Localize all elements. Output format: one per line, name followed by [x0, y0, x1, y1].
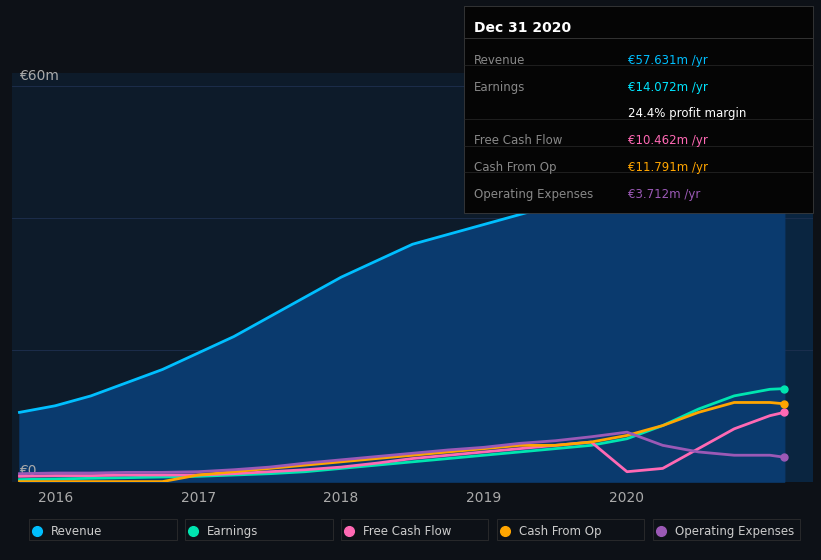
Bar	[591, 73, 813, 482]
Text: Operating Expenses: Operating Expenses	[675, 525, 794, 538]
Text: Dec 31 2020: Dec 31 2020	[474, 21, 571, 35]
Text: Operating Expenses: Operating Expenses	[474, 188, 593, 201]
Text: Cash From Op: Cash From Op	[519, 525, 601, 538]
Text: €57.631m /yr: €57.631m /yr	[628, 54, 708, 67]
Text: Earnings: Earnings	[207, 525, 259, 538]
Text: 24.4% profit margin: 24.4% profit margin	[628, 108, 746, 120]
Text: Earnings: Earnings	[474, 81, 525, 94]
Text: Free Cash Flow: Free Cash Flow	[474, 134, 562, 147]
Text: €14.072m /yr: €14.072m /yr	[628, 81, 708, 94]
Text: Cash From Op: Cash From Op	[474, 161, 556, 174]
Text: Free Cash Flow: Free Cash Flow	[363, 525, 452, 538]
Text: €10.462m /yr: €10.462m /yr	[628, 134, 708, 147]
Text: €0: €0	[20, 464, 37, 478]
Text: Revenue: Revenue	[51, 525, 103, 538]
Text: Revenue: Revenue	[474, 54, 525, 67]
Text: €60m: €60m	[20, 69, 59, 83]
Text: €3.712m /yr: €3.712m /yr	[628, 188, 700, 201]
Text: €11.791m /yr: €11.791m /yr	[628, 161, 708, 174]
